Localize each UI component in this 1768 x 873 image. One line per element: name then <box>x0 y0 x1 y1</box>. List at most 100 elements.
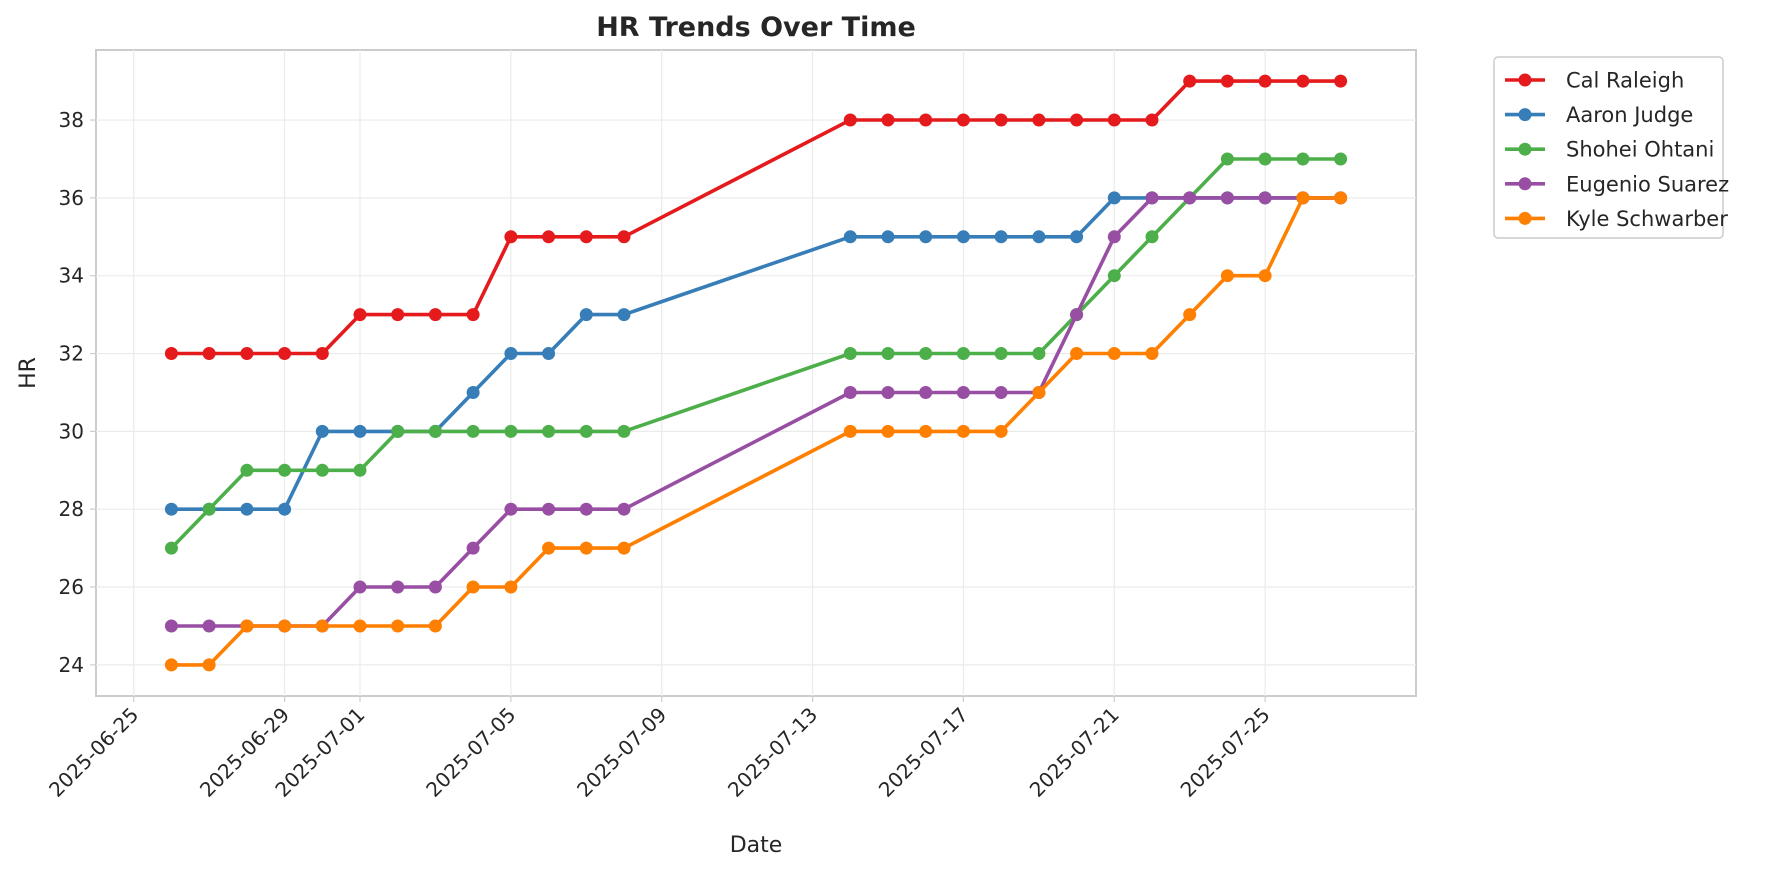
series-0 <box>164 74 1348 360</box>
data-point-4-9 <box>504 580 518 594</box>
data-point-3-13 <box>843 386 857 399</box>
series-4 <box>164 191 1348 672</box>
legend-box <box>1493 56 1724 239</box>
data-point-3-24 <box>1258 191 1272 205</box>
data-point-2-12 <box>617 424 631 438</box>
data-point-3-6 <box>391 580 405 594</box>
data-point-2-1 <box>202 502 216 516</box>
legend-entry-1: Aaron Judge <box>1505 103 1693 127</box>
data-point-1-12 <box>617 308 631 322</box>
data-point-4-26 <box>1334 191 1348 205</box>
y-tick-label-2: 28 <box>59 497 84 521</box>
data-point-0-8 <box>466 308 480 322</box>
data-point-4-6 <box>391 619 405 633</box>
data-point-3-7 <box>428 580 442 594</box>
data-point-3-14 <box>881 386 895 399</box>
y-tick-label-7: 38 <box>59 108 84 132</box>
data-point-3-23 <box>1220 191 1234 205</box>
data-point-0-11 <box>579 230 593 244</box>
x-axis-title: Date <box>730 833 783 858</box>
data-point-0-4 <box>315 347 329 360</box>
data-point-1-17 <box>994 230 1008 244</box>
data-point-4-19 <box>1070 347 1084 360</box>
data-point-2-4 <box>315 463 329 477</box>
data-point-2-14 <box>881 347 895 360</box>
data-point-3-11 <box>579 502 593 516</box>
data-point-2-18 <box>1032 347 1046 360</box>
data-point-0-15 <box>919 113 933 127</box>
data-point-4-0 <box>164 658 178 672</box>
data-point-3-17 <box>994 386 1008 399</box>
x-tick-label-7: 2025-07-21 <box>1025 703 1124 802</box>
legend-entry-2: Shohei Ohtani <box>1505 138 1714 162</box>
data-point-2-11 <box>579 424 593 438</box>
data-point-1-18 <box>1032 230 1046 244</box>
plot-area <box>95 49 1417 697</box>
data-point-2-2 <box>240 463 254 477</box>
legend-swatch-marker-1 <box>1518 108 1532 122</box>
x-tick-label-8: 2025-07-25 <box>1176 703 1275 802</box>
data-point-0-7 <box>428 308 442 322</box>
y-tick-label-5: 34 <box>59 264 84 288</box>
data-point-3-12 <box>617 502 631 516</box>
data-point-2-15 <box>919 347 933 360</box>
data-point-4-18 <box>1032 386 1046 399</box>
data-point-1-9 <box>504 347 518 360</box>
legend: Cal Raleigh Aaron Judge Shohei Ohtani Eugen… <box>1493 56 1729 239</box>
data-point-3-8 <box>466 541 480 555</box>
data-point-0-18 <box>1032 113 1046 127</box>
data-point-1-19 <box>1070 230 1084 244</box>
x-tick-label-3: 2025-07-05 <box>421 703 520 802</box>
data-point-4-12 <box>617 541 631 555</box>
data-point-1-0 <box>164 502 178 516</box>
legend-label-2: Shohei Ohtani <box>1566 138 1714 162</box>
data-point-4-13 <box>843 424 857 438</box>
data-point-0-20 <box>1107 113 1121 127</box>
data-point-0-23 <box>1220 74 1234 88</box>
x-tick-label-0: 2025-06-25 <box>44 703 143 802</box>
data-point-4-11 <box>579 541 593 555</box>
data-point-4-14 <box>881 424 895 438</box>
data-point-2-16 <box>956 347 970 360</box>
data-point-4-10 <box>542 541 556 555</box>
data-point-4-3 <box>278 619 292 633</box>
data-point-1-4 <box>315 424 329 438</box>
y-axis-title: HR <box>16 357 41 389</box>
data-point-1-20 <box>1107 191 1121 205</box>
data-point-2-3 <box>278 463 292 477</box>
legend-swatch-marker-0 <box>1518 73 1532 87</box>
data-point-1-13 <box>843 230 857 244</box>
data-point-2-7 <box>428 424 442 438</box>
data-point-1-3 <box>278 502 292 516</box>
data-point-3-1 <box>202 619 216 633</box>
data-point-0-0 <box>164 347 178 360</box>
data-point-2-21 <box>1145 230 1159 244</box>
data-point-3-0 <box>164 619 178 633</box>
data-point-0-16 <box>956 113 970 127</box>
data-point-2-25 <box>1296 152 1310 166</box>
data-point-0-17 <box>994 113 1008 127</box>
data-point-2-5 <box>353 463 367 477</box>
y-tick-label-6: 36 <box>59 186 84 210</box>
legend-swatch-marker-2 <box>1518 142 1532 156</box>
data-point-0-13 <box>843 113 857 127</box>
data-point-4-25 <box>1296 191 1310 205</box>
data-point-2-13 <box>843 347 857 360</box>
legend-entry-4: Kyle Schwarber <box>1505 207 1728 231</box>
data-point-4-22 <box>1183 308 1197 322</box>
chart-title: HR Trends Over Time <box>596 12 916 43</box>
legend-entry-3: Eugenio Suarez <box>1505 172 1729 196</box>
data-point-1-10 <box>542 347 556 360</box>
data-point-3-22 <box>1183 191 1197 205</box>
data-point-0-22 <box>1183 74 1197 88</box>
legend-entry-0: Cal Raleigh <box>1505 69 1684 93</box>
data-point-0-5 <box>353 308 367 322</box>
x-tick-label-5: 2025-07-13 <box>723 703 822 802</box>
data-point-2-23 <box>1220 152 1234 166</box>
legend-label-4: Kyle Schwarber <box>1566 207 1728 231</box>
data-point-2-8 <box>466 424 480 438</box>
data-point-0-24 <box>1258 74 1272 88</box>
data-point-4-2 <box>240 619 254 633</box>
legend-swatch-marker-4 <box>1518 211 1532 225</box>
data-point-0-6 <box>391 308 405 322</box>
